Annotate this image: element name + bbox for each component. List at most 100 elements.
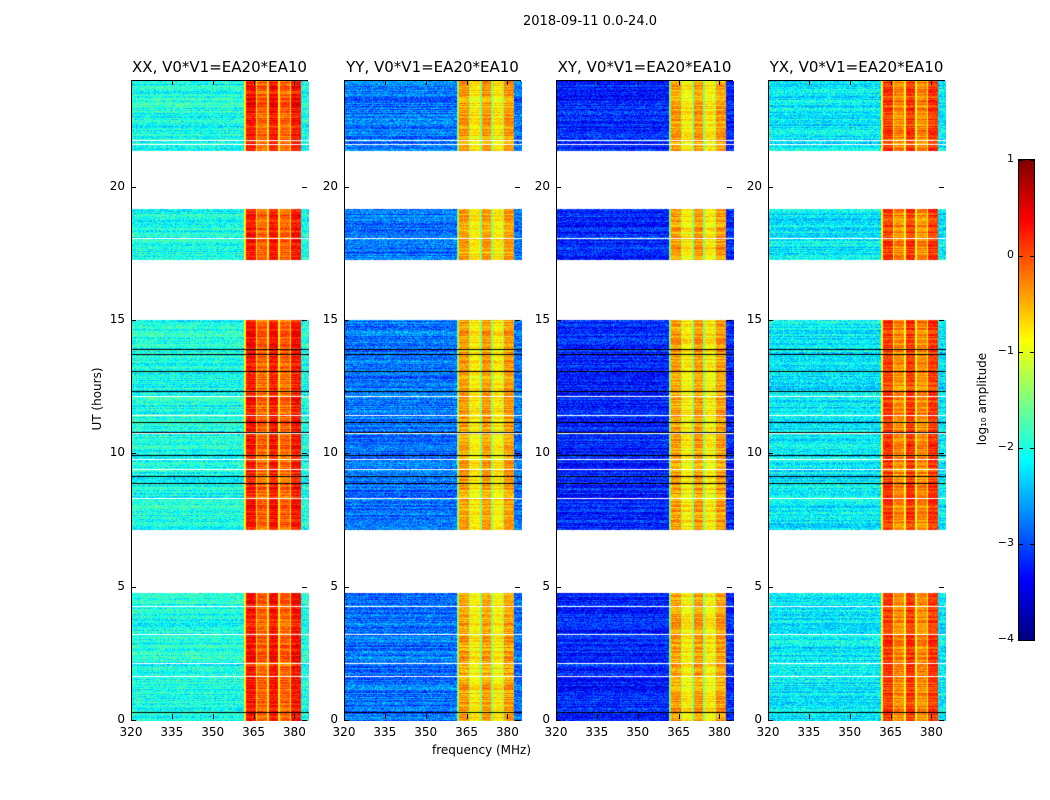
y-tick-mark bbox=[131, 186, 136, 188]
x-tick-mark bbox=[890, 714, 892, 719]
x-tick-mark bbox=[507, 80, 509, 85]
x-tick-label: 380 bbox=[919, 725, 943, 739]
x-tick-mark bbox=[171, 714, 173, 719]
x-tick-mark bbox=[466, 80, 468, 85]
colorbar-tick-mark bbox=[1019, 160, 1023, 161]
y-tick-mark bbox=[727, 186, 732, 188]
y-tick-mark bbox=[768, 320, 773, 321]
x-tick-label: 380 bbox=[495, 725, 519, 739]
x-tick-mark bbox=[384, 714, 386, 719]
y-tick-mark bbox=[768, 586, 773, 588]
x-tick-mark bbox=[768, 80, 769, 85]
x-tick-mark bbox=[556, 714, 557, 719]
x-tick-mark bbox=[637, 714, 639, 719]
y-tick-label: 20 bbox=[534, 178, 550, 193]
x-tick-mark bbox=[808, 80, 810, 85]
y-tick-label: 20 bbox=[109, 178, 125, 193]
y-tick-mark bbox=[556, 186, 561, 188]
y-tick-mark bbox=[768, 186, 773, 188]
y-tick-mark bbox=[939, 453, 944, 455]
x-tick-label: 365 bbox=[879, 725, 902, 739]
y-tick-mark bbox=[556, 720, 561, 721]
y-tick-mark bbox=[939, 720, 944, 721]
colorbar-tick-mark bbox=[1030, 160, 1034, 161]
x-tick-label: 365 bbox=[242, 725, 265, 739]
x-tick-mark bbox=[507, 714, 509, 719]
y-tick-mark bbox=[344, 453, 349, 455]
y-tick-label: 10 bbox=[534, 445, 550, 460]
x-tick-mark bbox=[678, 714, 680, 719]
y-tick-mark bbox=[939, 186, 944, 188]
y-tick-mark bbox=[344, 186, 349, 188]
y-tick-label: 15 bbox=[322, 312, 338, 326]
y-tick-label: 10 bbox=[746, 445, 762, 460]
x-tick-label: 335 bbox=[797, 725, 821, 739]
heatmap-panel-0 bbox=[131, 80, 309, 721]
x-tick-mark bbox=[931, 714, 933, 719]
y-tick-label: 5 bbox=[542, 578, 550, 593]
colorbar-tick-mark bbox=[1019, 640, 1023, 641]
y-tick-mark bbox=[131, 720, 136, 721]
x-tick-mark bbox=[556, 80, 557, 85]
x-tick-label: 320 bbox=[332, 725, 356, 739]
x-tick-mark bbox=[466, 714, 468, 719]
x-tick-label: 335 bbox=[373, 725, 397, 739]
y-tick-label: 10 bbox=[109, 445, 125, 460]
y-tick-mark bbox=[939, 320, 944, 321]
colorbar-tick-mark bbox=[1030, 448, 1034, 449]
y-tick-label: 5 bbox=[754, 578, 762, 593]
heatmap-image-3 bbox=[769, 81, 946, 721]
y-tick-mark bbox=[556, 453, 561, 455]
heatmap-image-0 bbox=[132, 81, 309, 721]
x-tick-mark bbox=[719, 714, 721, 719]
y-tick-mark bbox=[515, 453, 520, 455]
colorbar-label: log₁₀ amplitude bbox=[975, 352, 989, 446]
x-tick-mark bbox=[768, 714, 769, 719]
y-tick-label: 20 bbox=[746, 178, 762, 193]
y-tick-label: 20 bbox=[322, 178, 338, 193]
x-tick-mark bbox=[596, 80, 598, 85]
colorbar-tick-label: 1 bbox=[1007, 152, 1014, 165]
y-tick-mark bbox=[344, 720, 349, 721]
y-tick-mark bbox=[344, 320, 349, 321]
x-tick-label: 320 bbox=[756, 725, 780, 739]
x-tick-mark bbox=[384, 80, 386, 85]
y-tick-label: 0 bbox=[117, 712, 125, 726]
y-tick-mark bbox=[939, 586, 944, 588]
x-tick-mark bbox=[171, 80, 173, 85]
colorbar-tick-label: 0 bbox=[1007, 248, 1014, 261]
x-tick-label: 350 bbox=[838, 725, 862, 739]
y-tick-mark bbox=[302, 586, 307, 588]
x-tick-label: 380 bbox=[707, 725, 731, 739]
x-tick-mark bbox=[425, 714, 427, 719]
heatmap-panel-2 bbox=[556, 80, 734, 721]
y-tick-mark bbox=[515, 186, 520, 188]
x-tick-mark bbox=[344, 80, 345, 85]
x-tick-mark bbox=[131, 80, 132, 85]
colorbar-tick-label: −3 bbox=[997, 536, 1014, 549]
y-tick-label: 5 bbox=[330, 578, 338, 593]
panel-title-3: YX, V0*V1=EA20*EA10 bbox=[769, 58, 944, 76]
y-tick-mark bbox=[727, 586, 732, 588]
x-tick-mark bbox=[678, 80, 680, 85]
x-tick-mark bbox=[253, 80, 255, 85]
x-tick-mark bbox=[344, 714, 345, 719]
x-tick-label: 365 bbox=[455, 725, 478, 739]
x-tick-mark bbox=[849, 714, 851, 719]
y-tick-label: 0 bbox=[754, 712, 762, 726]
y-tick-mark bbox=[515, 586, 520, 588]
x-tick-mark bbox=[294, 80, 296, 85]
colorbar-tick-mark bbox=[1019, 352, 1023, 353]
x-tick-mark bbox=[719, 80, 721, 85]
x-tick-label: 320 bbox=[119, 725, 143, 739]
y-tick-mark bbox=[768, 453, 773, 455]
y-tick-label: 15 bbox=[746, 312, 762, 326]
x-tick-mark bbox=[294, 714, 296, 719]
x-tick-label: 335 bbox=[160, 725, 184, 739]
x-tick-label: 350 bbox=[414, 725, 438, 739]
x-tick-label: 335 bbox=[585, 725, 609, 739]
x-tick-mark bbox=[131, 714, 132, 719]
y-axis-label: UT (hours) bbox=[90, 367, 104, 431]
colorbar-tick-label: −4 bbox=[997, 632, 1014, 645]
